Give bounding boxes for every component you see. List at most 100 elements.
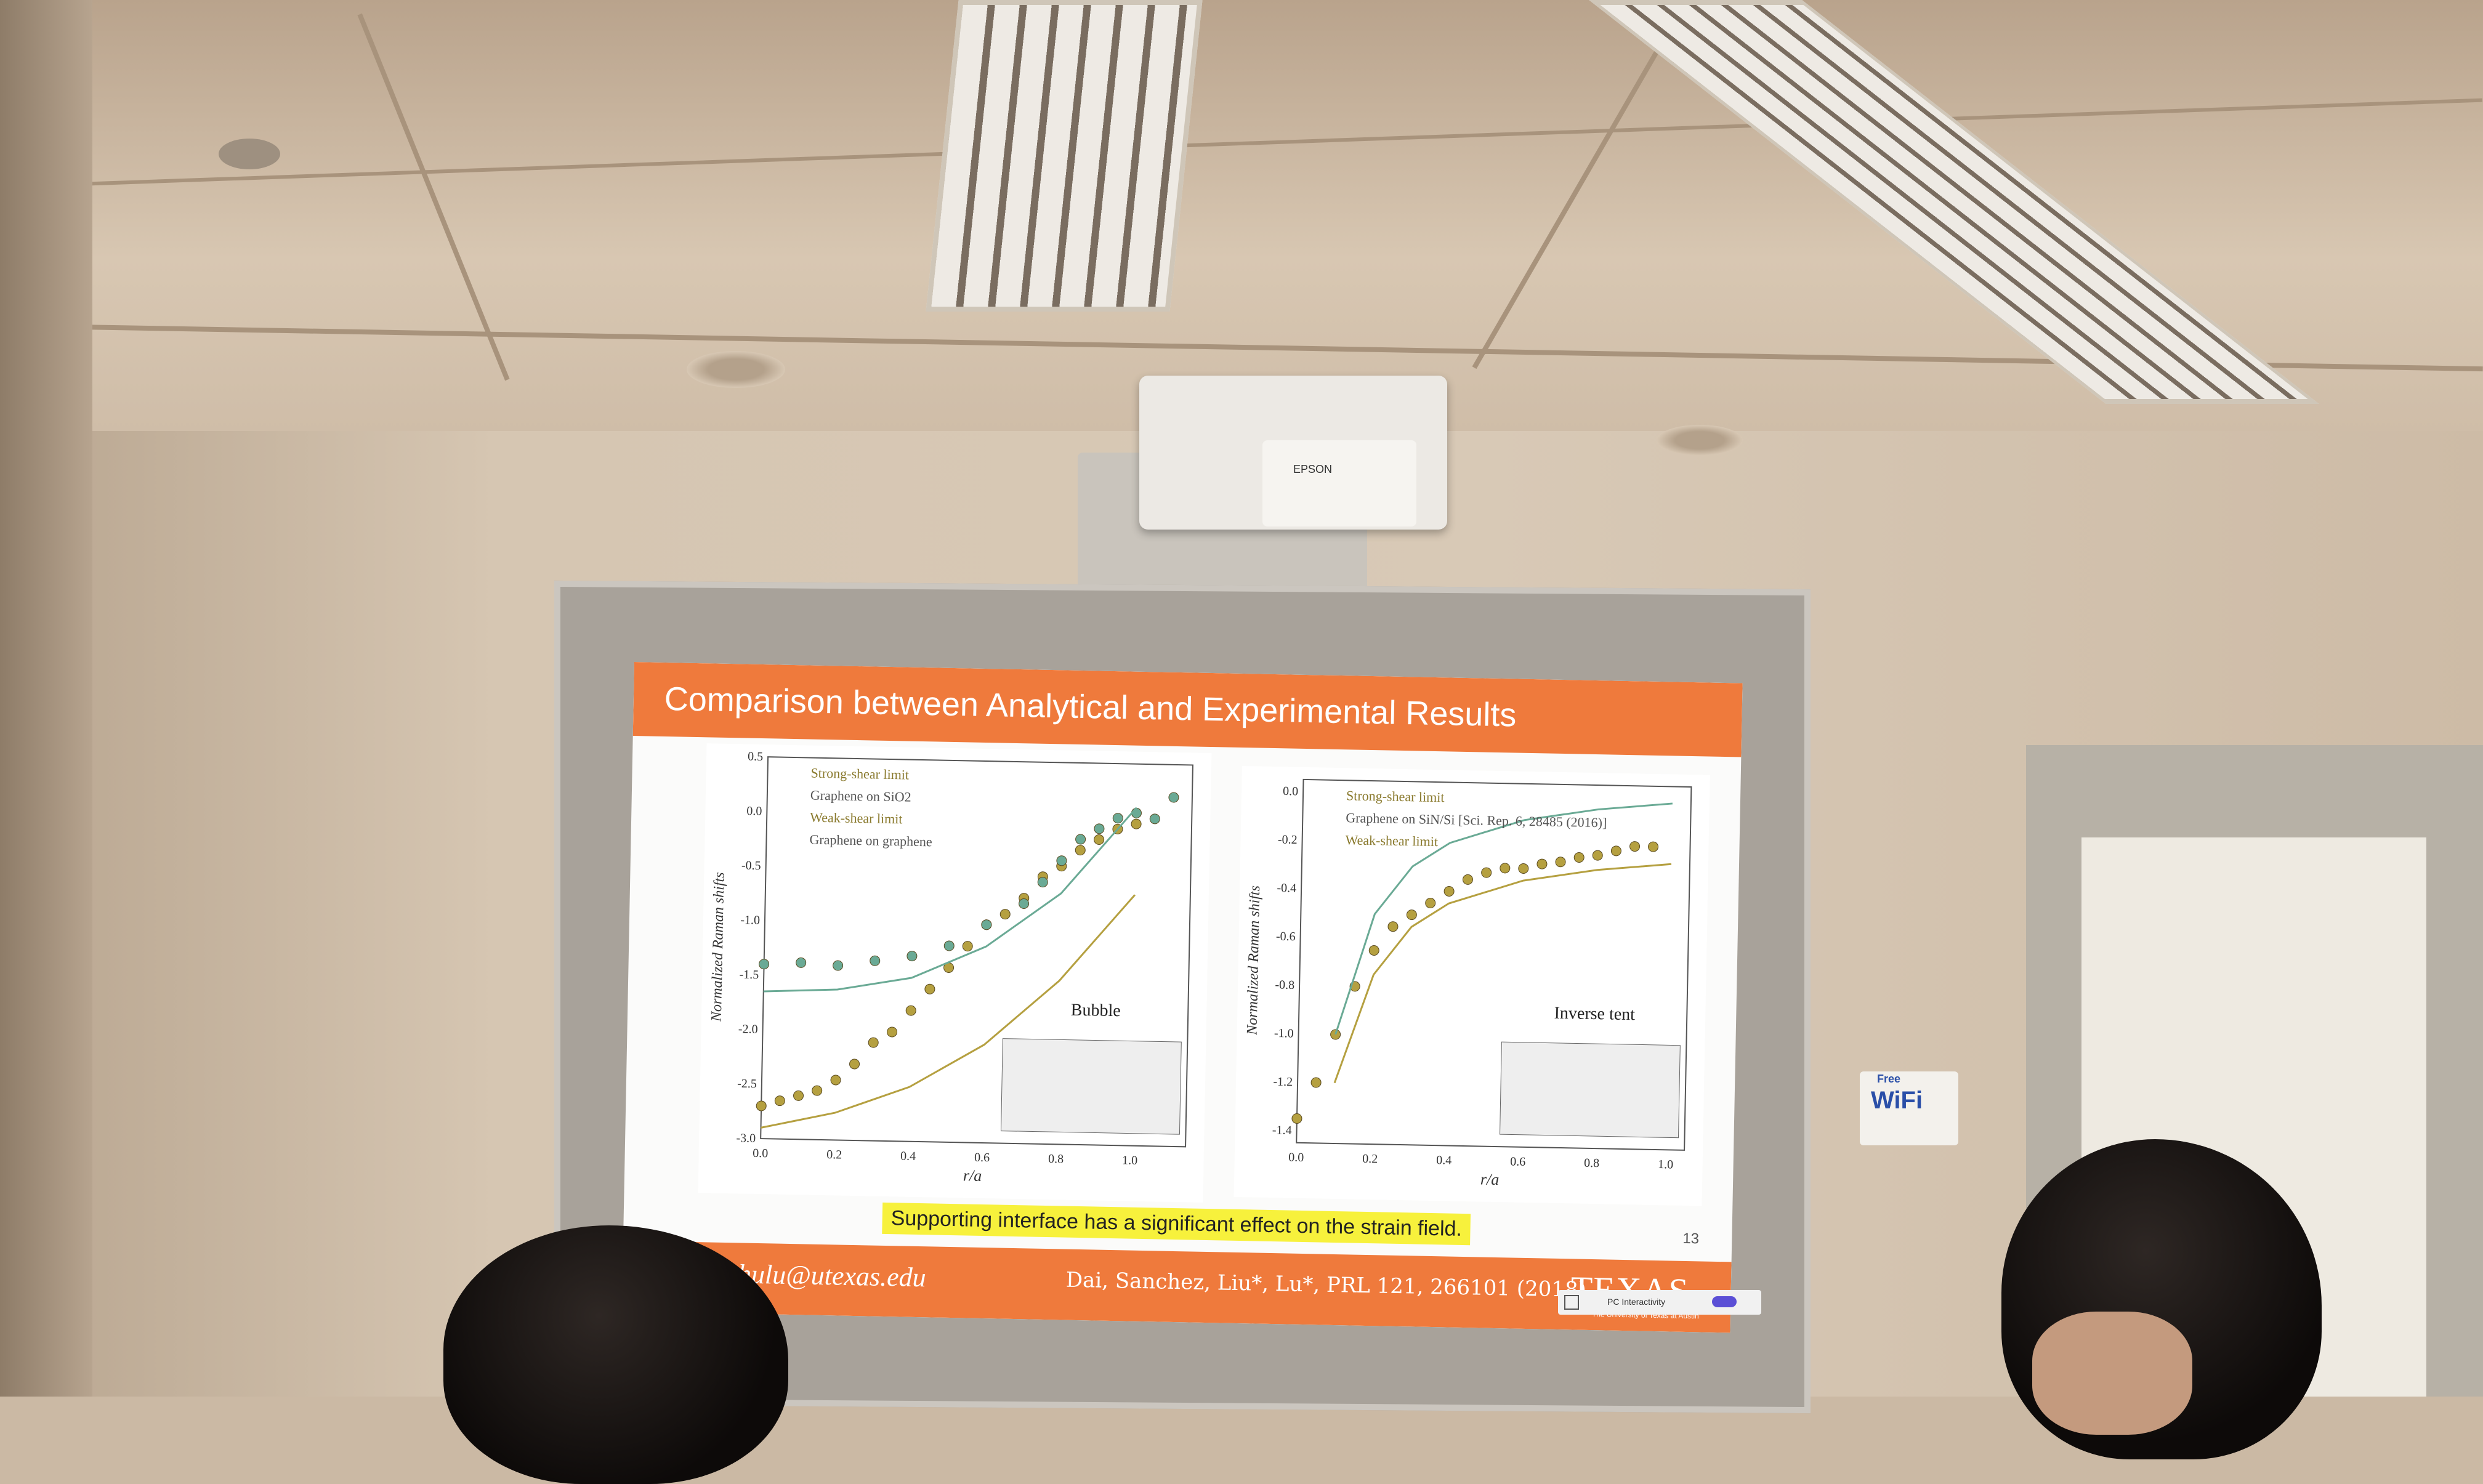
legend-entry: Strong-shear limit	[1346, 788, 1445, 805]
legend-entry: Weak-shear limit	[1345, 832, 1438, 849]
data-point	[849, 1059, 860, 1070]
data-point	[1629, 841, 1641, 852]
x-tick-label: 0.2	[826, 1148, 842, 1161]
y-tick-label: -0.6	[1276, 930, 1296, 944]
data-point	[1500, 863, 1511, 874]
data-point	[906, 951, 918, 962]
y-tick-label: 0.5	[748, 750, 763, 764]
y-tick-label: -1.4	[1272, 1123, 1292, 1137]
wifi-sign	[1860, 1071, 1958, 1145]
x-tick-label: 0.0	[1288, 1151, 1304, 1164]
toolbar-label: PC Interactivity	[1607, 1297, 1666, 1307]
data-point	[1443, 885, 1455, 897]
data-point	[1149, 813, 1160, 825]
projected-slide: Comparison between Analytical and Experi…	[621, 662, 1743, 1333]
legend-entry: Weak-shear limit	[810, 810, 903, 827]
data-point	[868, 1037, 879, 1048]
projector-lens	[1262, 440, 1416, 526]
x-axis-label: r/a	[963, 1166, 982, 1185]
data-point	[1168, 792, 1179, 803]
pc-interactivity-toolbar[interactable]: PC Interactivity	[1558, 1290, 1761, 1315]
data-point	[943, 940, 955, 951]
data-point	[981, 919, 992, 930]
right-plot: 0.0 0.2 0.4 0.6 0.8 1.0 0.0 -0.2 -0.4 -0.6 -0.8 -1.…	[1233, 765, 1710, 1206]
data-point	[774, 1095, 785, 1107]
data-point	[793, 1090, 804, 1101]
data-point	[1075, 845, 1086, 856]
data-point	[756, 1100, 767, 1111]
series-line	[1333, 863, 1672, 1084]
projector-brand: EPSON	[1293, 463, 1333, 475]
left-wall	[0, 0, 92, 1397]
y-tick-label: -0.4	[1277, 881, 1296, 895]
interactivity-toggle[interactable]	[1712, 1296, 1737, 1307]
y-tick-label: -1.0	[1274, 1026, 1294, 1041]
ceiling-speaker	[687, 351, 785, 388]
data-point	[1131, 818, 1142, 829]
x-tick-label: 0.8	[1584, 1156, 1599, 1170]
y-tick-label: -1.2	[1273, 1075, 1293, 1089]
data-point	[1291, 1113, 1302, 1124]
y-tick-label: -2.0	[738, 1022, 758, 1036]
data-point	[905, 1005, 916, 1016]
series-line	[761, 894, 1136, 1129]
x-axis-label: r/a	[1480, 1171, 1500, 1189]
data-point	[1462, 874, 1473, 885]
data-point	[1112, 813, 1123, 824]
data-point	[1310, 1077, 1322, 1088]
data-point	[1425, 898, 1436, 909]
y-tick-label: -1.5	[739, 968, 759, 982]
legend-entry: Graphene on graphene	[809, 832, 932, 850]
data-point	[812, 1085, 823, 1096]
left-plot: 0.0 0.2 0.4 0.6 0.8 1.0 0.5 0.0 -0.5 -1.0 -1.5 -2.0…	[698, 743, 1212, 1203]
data-point	[1481, 867, 1492, 878]
x-tick-label: 0.4	[900, 1149, 916, 1163]
data-point	[924, 983, 935, 994]
x-tick-label: 0.8	[1048, 1152, 1064, 1166]
y-tick-label: -0.8	[1275, 978, 1294, 992]
wifi-sign-top: Free	[1877, 1073, 1901, 1085]
plot-frame	[760, 756, 1193, 1148]
y-axis-label: Normalized Raman shifts	[709, 872, 728, 1022]
data-point	[1368, 945, 1379, 956]
y-tick-label: 0.0	[746, 804, 762, 818]
data-point	[1019, 898, 1030, 909]
pointer-icon[interactable]	[1564, 1295, 1579, 1310]
legend-entry: Strong-shear limit	[810, 765, 909, 783]
y-tick-label: -0.5	[741, 859, 761, 873]
data-point	[1610, 845, 1621, 857]
inset-diagram	[1500, 1041, 1681, 1139]
data-point	[962, 941, 973, 952]
data-point	[1094, 823, 1105, 834]
ceiling-light	[926, 0, 1203, 312]
y-tick-label: -2.5	[737, 1077, 757, 1091]
x-tick-label: 0.0	[753, 1147, 768, 1160]
data-point	[1536, 858, 1548, 869]
x-tick-label: 0.6	[974, 1151, 990, 1164]
data-point	[1555, 857, 1566, 868]
inset-label: Bubble	[1071, 1001, 1121, 1021]
inset-diagram	[1000, 1038, 1182, 1135]
data-point	[1387, 921, 1399, 932]
legend-entry: Graphene on SiO2	[810, 788, 911, 805]
data-point	[1056, 855, 1067, 866]
plot-frame	[1296, 778, 1692, 1151]
data-point	[1648, 841, 1659, 852]
y-tick-label: -1.0	[740, 913, 760, 927]
data-point	[870, 955, 881, 966]
audience-face-right	[2032, 1312, 2192, 1435]
x-tick-label: 0.2	[1362, 1152, 1378, 1166]
inset-label: Inverse tent	[1554, 1004, 1635, 1025]
data-point	[887, 1026, 898, 1038]
data-point	[1573, 852, 1585, 863]
wifi-sign-text: WiFi	[1871, 1087, 1923, 1114]
y-tick-label: -3.0	[736, 1131, 756, 1145]
data-point	[1094, 834, 1105, 845]
highlight-text: Supporting interface has a significant e…	[882, 1202, 1471, 1246]
ceiling-speaker	[1657, 425, 1743, 456]
x-tick-label: 1.0	[1122, 1153, 1137, 1167]
data-point	[833, 960, 844, 971]
series-line	[1334, 802, 1673, 1035]
data-point	[1037, 877, 1048, 888]
x-tick-label: 1.0	[1658, 1158, 1673, 1171]
